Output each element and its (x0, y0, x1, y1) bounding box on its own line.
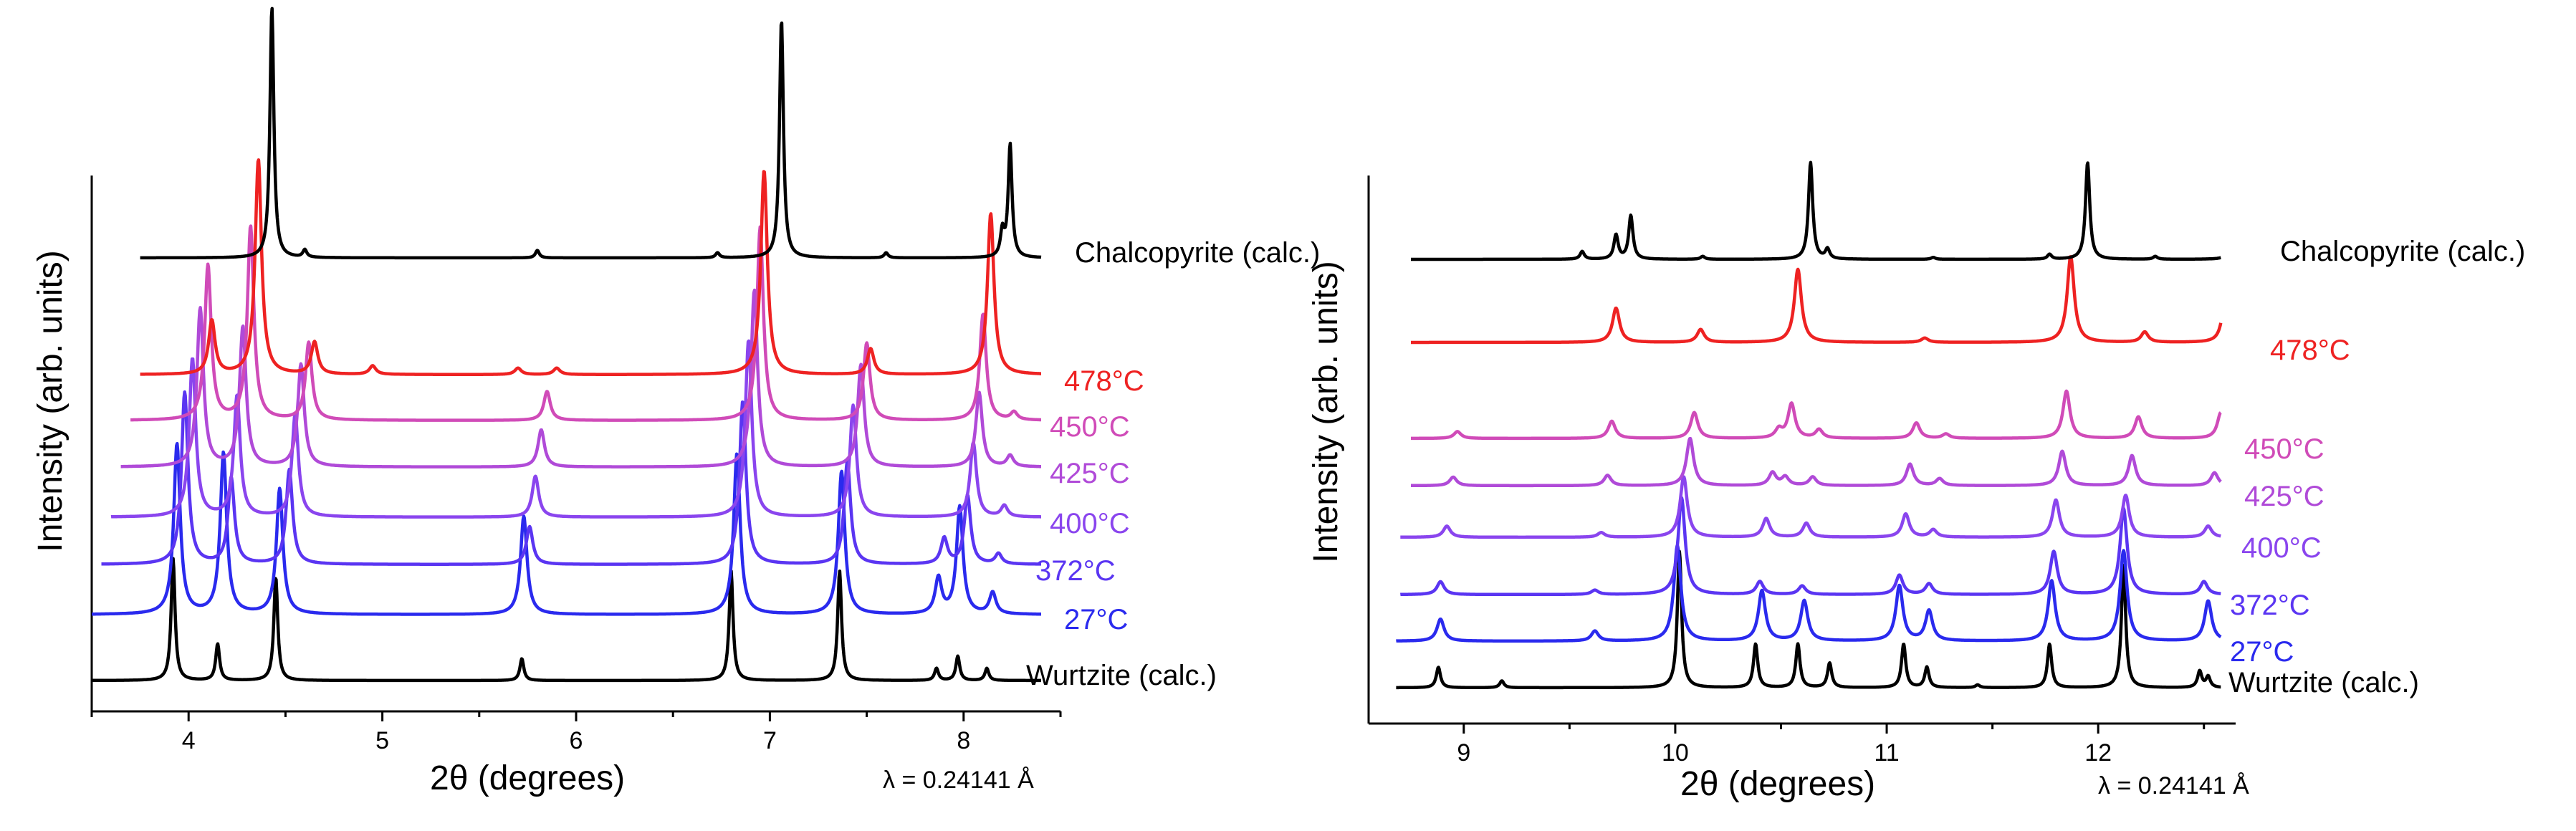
right-trace-chalcopyrite-calc (1409, 160, 2222, 261)
left-trace-label-27-c: 27°C (1064, 604, 1128, 635)
right-trace-372-c (1399, 496, 2222, 597)
right-trace-label-27-c: 27°C (2230, 636, 2294, 668)
left-xrd-panel: 4 5 6 7 8 Wurtzite (calc.) 27°C 372°C 400°C 425°… (32, 6, 1320, 797)
right-trace-label-450-c: 450°C (2244, 433, 2324, 465)
left-trace-label-chalcopyrite-calc: Chalcopyrite (calc.) (1075, 237, 1320, 269)
right-xrd-panel: 9 10 11 12 Wurtzite (calc.)27°C 372°C 400°C 42… (1307, 160, 2525, 803)
left-trace-label-400-c: 400°C (1050, 508, 1130, 539)
left-trace-400-c (110, 339, 1043, 519)
left-x-axis-title: 2θ (degrees) (430, 759, 625, 797)
right-y-axis-title: Intensity (arb. units) (1307, 261, 1345, 563)
right-trace-wurtzite-calc (1394, 549, 2222, 690)
left-trace-wurtzite-calc (90, 557, 1043, 683)
right-x-tick-label-12: 12 (2084, 739, 2112, 767)
right-wavelength-label: λ = 0.24141 Å (2098, 772, 2249, 799)
left-x-tick-label-7: 7 (763, 727, 777, 754)
left-trace-27-c (90, 441, 1043, 616)
right-trace-450-c (1409, 389, 2222, 441)
right-trace-label-400-c: 400°C (2241, 532, 2322, 564)
left-x-tick-label-8: 8 (957, 727, 970, 754)
left-trace-label-478-c: 478°C (1064, 365, 1144, 397)
left-trace-478-c (139, 158, 1043, 376)
left-wavelength-label: λ = 0.24141 Å (883, 767, 1034, 794)
right-trace-425-c (1409, 436, 2222, 488)
left-trace-425-c (120, 288, 1043, 469)
right-trace-478-c (1409, 255, 2223, 345)
right-trace-label-478-c: 478°C (2270, 335, 2350, 366)
left-trace-372-c (100, 390, 1043, 566)
right-trace-400-c (1399, 475, 2222, 539)
left-trace-450-c (129, 224, 1043, 422)
right-trace-label-425-c: 425°C (2244, 481, 2324, 512)
left-trace-label-wurtzite-calc: Wurtzite (calc.) (1026, 660, 1217, 691)
left-trace-label-372-c: 372°C (1035, 555, 1116, 587)
left-trace-label-425-c: 425°C (1050, 458, 1130, 489)
left-trace-label-450-c: 450°C (1050, 411, 1130, 443)
right-x-tick-label-11: 11 (1874, 739, 1899, 767)
right-trace-label-chalcopyrite-calc: Chalcopyrite (calc.) (2280, 236, 2525, 267)
right-x-axis-title: 2θ (degrees) (1680, 765, 1875, 803)
left-x-tick-label-4: 4 (182, 727, 196, 754)
left-trace-chalcopyrite-calc (139, 6, 1043, 260)
left-x-tick-label-5: 5 (375, 727, 389, 754)
right-trace-label-wurtzite-calc: Wurtzite (calc.) (2228, 667, 2419, 698)
right-trace-label-372-c: 372°C (2230, 590, 2310, 621)
left-y-axis-title: Intensity (arb. units) (32, 250, 70, 552)
right-x-tick-label-9: 9 (1457, 739, 1470, 767)
left-x-tick-label-6: 6 (570, 727, 583, 754)
right-trace-27-c (1394, 544, 2222, 643)
right-x-tick-label-10: 10 (1662, 739, 1689, 767)
